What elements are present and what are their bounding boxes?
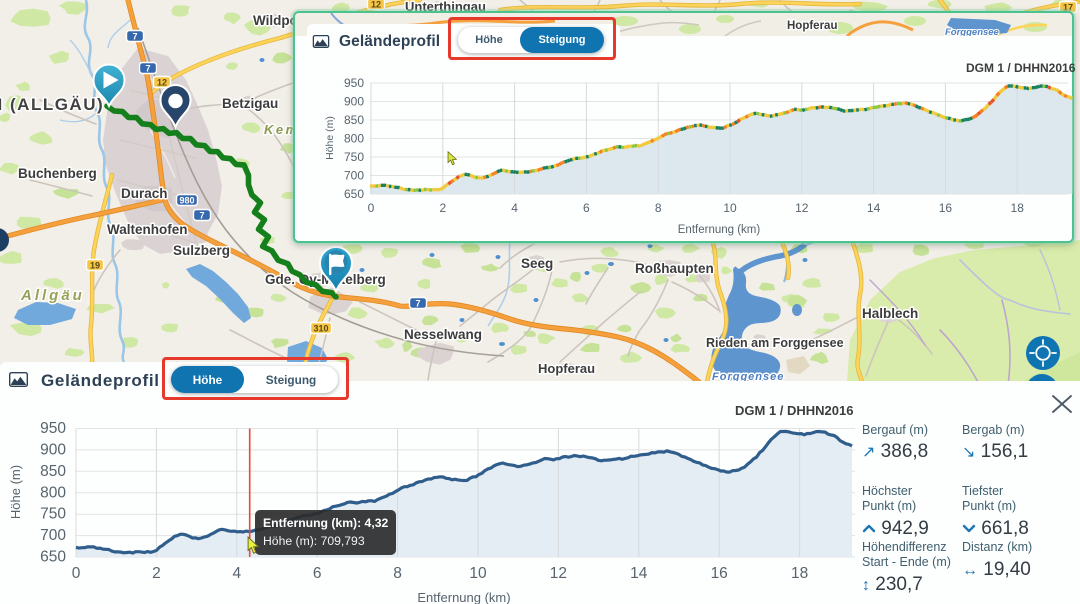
svg-text:750: 750 <box>344 150 364 164</box>
svg-text:650: 650 <box>40 549 66 566</box>
svg-text:10: 10 <box>723 201 737 215</box>
svg-text:850: 850 <box>40 463 66 480</box>
svg-text:650: 650 <box>344 187 364 201</box>
svg-text:N (ALLGÄU): N (ALLGÄU) <box>0 95 104 114</box>
svg-text:Allgäu: Allgäu <box>20 287 85 304</box>
svg-text:0: 0 <box>72 565 81 582</box>
svg-text:Entfernung (km): Entfernung (km) <box>678 224 761 236</box>
svg-text:16: 16 <box>939 201 953 215</box>
svg-text:850: 850 <box>344 113 364 127</box>
svg-text:310: 310 <box>313 323 328 333</box>
svg-text:2: 2 <box>439 201 446 215</box>
svg-text:Höhe (m): Höhe (m) <box>324 116 336 160</box>
svg-text:Betzigau: Betzigau <box>222 96 278 111</box>
svg-text:19: 19 <box>90 260 100 270</box>
svg-text:Halblech: Halblech <box>862 306 918 321</box>
svg-text:16: 16 <box>711 565 728 582</box>
svg-text:10: 10 <box>469 565 487 582</box>
svg-text:Forggensee: Forggensee <box>945 27 1000 36</box>
svg-text:Waltenhofen: Waltenhofen <box>107 222 188 237</box>
svg-text:Seeg: Seeg <box>521 256 553 271</box>
svg-text:900: 900 <box>344 95 364 109</box>
svg-text:950: 950 <box>344 76 364 90</box>
svg-text:Durach: Durach <box>121 186 168 201</box>
svg-text:4: 4 <box>232 565 241 582</box>
svg-text:Kem: Kem <box>264 122 300 137</box>
svg-text:700: 700 <box>40 527 66 544</box>
svg-text:17: 17 <box>1063 2 1073 12</box>
svg-text:14: 14 <box>630 565 648 582</box>
svg-text:2: 2 <box>152 565 161 582</box>
svg-text:Buchenberg: Buchenberg <box>18 166 97 181</box>
svg-text:12: 12 <box>157 77 167 87</box>
svg-text:4: 4 <box>511 201 518 215</box>
svg-text:Roßhaupten: Roßhaupten <box>635 261 714 276</box>
svg-text:7: 7 <box>199 210 204 220</box>
svg-text:Hopferau: Hopferau <box>787 20 837 32</box>
svg-text:12: 12 <box>795 201 809 215</box>
svg-text:750: 750 <box>40 506 66 523</box>
svg-text:800: 800 <box>40 484 66 501</box>
svg-text:6: 6 <box>583 201 590 215</box>
svg-text:7: 7 <box>132 31 137 41</box>
svg-text:900: 900 <box>40 441 66 458</box>
svg-text:Hopferau: Hopferau <box>538 361 595 376</box>
svg-text:18: 18 <box>791 565 808 582</box>
svg-text:6: 6 <box>313 565 322 582</box>
svg-text:800: 800 <box>344 132 364 146</box>
svg-text:Höhe (m): Höhe (m) <box>8 465 23 519</box>
svg-text:8: 8 <box>393 565 402 582</box>
svg-text:8: 8 <box>655 201 662 215</box>
svg-text:Rieden am Forggensee: Rieden am Forggensee <box>706 336 844 350</box>
svg-text:980: 980 <box>179 195 194 205</box>
svg-text:14: 14 <box>867 201 881 215</box>
svg-text:Nesselwang: Nesselwang <box>404 327 482 342</box>
svg-text:Sulzberg: Sulzberg <box>173 243 230 258</box>
svg-text:950: 950 <box>40 420 66 437</box>
svg-text:7: 7 <box>415 298 420 308</box>
svg-text:18: 18 <box>1011 201 1025 215</box>
svg-text:700: 700 <box>344 169 364 183</box>
svg-text:12: 12 <box>371 0 381 9</box>
svg-text:12: 12 <box>550 565 567 582</box>
svg-text:Forggensee: Forggensee <box>712 371 784 383</box>
svg-text:7: 7 <box>145 63 150 73</box>
svg-text:Entfernung (km): Entfernung (km) <box>417 590 510 604</box>
svg-text:0: 0 <box>368 201 375 215</box>
